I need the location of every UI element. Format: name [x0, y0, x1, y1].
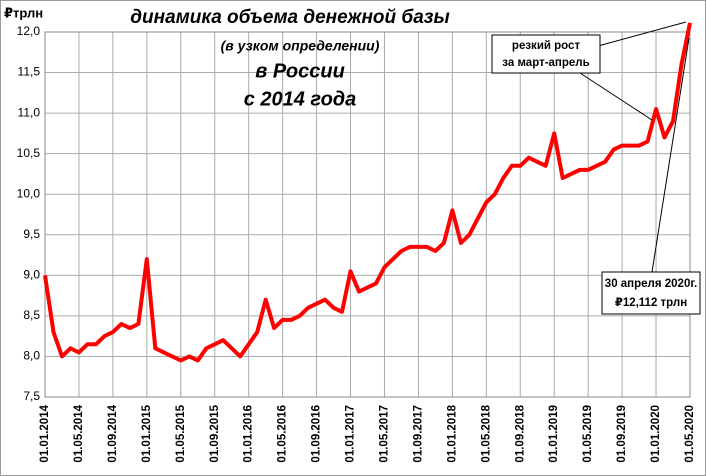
annotation-text: за март-апрель	[502, 57, 589, 69]
x-tick-label: 01.01.2017	[345, 405, 357, 463]
x-tick-label: 01.05.2016	[277, 405, 289, 463]
x-tick-label: 01.05.2014	[73, 404, 85, 462]
plot-frame	[44, 31, 691, 398]
annotation: 30 апреля 2020г. ₽12,112 трлн	[601, 37, 701, 315]
y-tick-label: 10,0	[17, 186, 41, 200]
chart-subtitle: (в узком определении)	[221, 38, 380, 54]
x-tick-label: 01.01.2019	[548, 405, 560, 463]
x-tick-label: 01.09.2015	[209, 404, 221, 462]
annotation-box	[491, 34, 601, 74]
plot	[43, 22, 692, 363]
arrow	[579, 72, 653, 121]
arrow	[651, 37, 690, 273]
x-tick-label: 01.01.2020	[650, 405, 662, 463]
y-tick-label: 8,0	[23, 349, 40, 363]
annotation-text: ₽12,112 трлн	[615, 297, 687, 309]
y-axis-label: ₽трлн	[4, 5, 43, 20]
x-tick-label: 01.09.2017	[412, 405, 424, 463]
x-tick-label: 01.01.2016	[243, 405, 255, 463]
x-tick-label: 01.01.2018	[446, 404, 458, 462]
x-tick-label: 01.01.2015	[141, 404, 153, 462]
x-tick-label: 01.05.2020	[684, 405, 696, 463]
y-tick-label: 12,0	[17, 24, 41, 38]
y-tick-label: 11,0	[18, 105, 41, 119]
y-tick-label: 10,5	[17, 146, 41, 160]
annotation-box	[601, 271, 701, 315]
x-tick-label: 01.09.2016	[311, 405, 323, 463]
x-tick-label: 01.01.2014	[39, 404, 51, 462]
y-tick-label: 8,5	[23, 308, 40, 322]
x-tick-label: 01.05.2017	[379, 405, 391, 463]
annotation-text: 30 апреля 2020г.	[605, 278, 697, 290]
chart-subtitle: в России	[255, 60, 345, 82]
x-tick-label: 01.09.2014	[107, 404, 119, 462]
x-tick-label: 01.09.2018	[514, 404, 526, 462]
annotation-text: резкий рост	[512, 40, 581, 52]
y-tick-label: 9,0	[23, 268, 40, 282]
x-tick-label: 01.09.2019	[616, 405, 628, 463]
data-line	[43, 22, 692, 363]
y-tick-label: 11,5	[18, 65, 41, 79]
chart-title: динамика объема денежной базы	[130, 7, 449, 28]
x-tick-label: 01.05.2019	[582, 405, 594, 463]
x-tick-label: 01.05.2018	[480, 404, 492, 462]
chart-subtitle: с 2014 года	[244, 88, 357, 110]
y-tick-label: 9,5	[23, 227, 40, 241]
arrow	[597, 21, 687, 47]
x-tick-label: 01.05.2015	[175, 404, 187, 462]
y-tick-label: 7,5	[23, 389, 40, 403]
annotation: резкий рост за март-апрель	[491, 21, 687, 121]
